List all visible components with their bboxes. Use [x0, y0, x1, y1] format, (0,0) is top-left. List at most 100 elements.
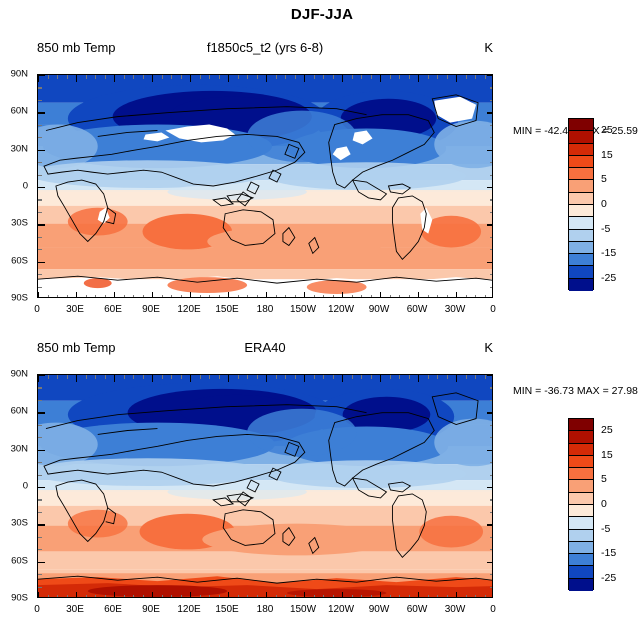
x-axis-tick-label: 60W — [406, 604, 428, 615]
x-axis-minor-tick — [247, 295, 249, 297]
colorbar-band — [569, 529, 593, 542]
x-axis-minor-tick — [446, 595, 448, 597]
y-axis-minor-tick — [490, 249, 492, 251]
x-axis-minor-tick — [237, 75, 239, 79]
colorbar-tick-label: 15 — [601, 448, 613, 461]
x-axis-labels: 0 30E 60E 90E 120E 150E 180 150W 120W 90W 60W 30W 0 — [34, 602, 496, 622]
x-axis-minor-tick — [389, 75, 391, 79]
x-axis-tick — [418, 292, 420, 297]
x-axis-minor-tick — [180, 295, 182, 297]
y-axis-minor-tick — [490, 511, 492, 514]
colorbar-tick-label: 25 — [601, 424, 613, 437]
x-axis-minor-tick — [351, 595, 353, 597]
x-axis-minor-tick — [256, 295, 258, 297]
colorbar-band — [569, 468, 593, 481]
y-axis-minor-tick — [490, 474, 492, 476]
x-axis-minor-tick — [209, 295, 211, 297]
x-axis-minor-tick — [275, 75, 277, 79]
x-axis-minor-tick — [171, 75, 173, 79]
x-axis-minor-tick — [294, 595, 296, 597]
map-plot-area[interactable] — [37, 74, 493, 298]
y-axis-tick-label: 60S — [11, 555, 28, 567]
y-axis-minor-tick — [490, 399, 492, 402]
colorbar-band — [569, 266, 593, 279]
y-axis-minor-tick — [38, 162, 42, 164]
x-axis-tick — [38, 375, 40, 382]
y-axis-tick-label: 30N — [10, 143, 28, 155]
x-axis-minor-tick — [123, 595, 125, 597]
x-axis-minor-tick — [389, 595, 391, 597]
y-axis-tick — [487, 375, 492, 377]
colorbar-band — [569, 143, 593, 156]
colorbar-band — [569, 192, 593, 205]
x-axis-tick — [190, 592, 192, 597]
x-axis-tick-label: 150W — [289, 304, 317, 315]
y-axis-tick-label: 90S — [11, 292, 28, 304]
x-axis-tick — [190, 292, 192, 297]
y-axis-minor-tick — [38, 511, 42, 514]
x-axis-minor-tick — [389, 375, 391, 379]
x-axis-minor-tick — [161, 295, 163, 297]
x-axis-tick-label: 90W — [368, 604, 390, 615]
x-axis-tick — [380, 292, 382, 297]
x-axis-tick-label: 0 — [34, 604, 40, 615]
x-axis-minor-tick — [104, 595, 106, 597]
y-axis-minor-tick — [490, 87, 492, 89]
x-axis-minor-tick — [133, 595, 135, 597]
x-axis-minor-tick — [427, 295, 429, 297]
y-axis-tick — [487, 112, 492, 114]
x-axis-minor-tick — [171, 375, 173, 379]
x-axis-minor-tick — [66, 595, 68, 597]
colorbar[interactable] — [568, 118, 594, 291]
x-axis-minor-tick — [351, 75, 353, 79]
x-axis-tick — [228, 292, 230, 297]
x-axis-minor-tick — [332, 75, 334, 79]
x-axis-minor-tick — [437, 75, 439, 79]
x-axis-tick — [418, 375, 420, 382]
y-axis-minor-tick — [490, 499, 492, 501]
x-axis-minor-tick — [85, 375, 87, 379]
y-axis-minor-tick — [38, 124, 42, 126]
x-axis-minor-tick — [171, 595, 173, 597]
colorbar-band — [569, 131, 593, 144]
colorbar[interactable] — [568, 418, 594, 591]
y-axis-tick — [487, 412, 492, 414]
x-axis-labels: 0 30E 60E 90E 120E 150E 180 150W 120W 90W 60W 30W 0 — [34, 302, 496, 322]
y-axis-tick — [487, 261, 492, 264]
colorbar-band — [569, 168, 593, 181]
x-axis-minor-tick — [57, 75, 59, 79]
x-axis-minor-tick — [323, 295, 325, 297]
x-axis-minor-tick — [323, 75, 325, 79]
y-axis-minor-tick — [38, 87, 42, 89]
x-axis-tick — [304, 292, 306, 297]
y-axis-minor-tick — [38, 387, 42, 389]
y-axis-minor-tick — [38, 211, 42, 214]
colorbar-band — [569, 431, 593, 444]
x-axis-minor-tick — [209, 375, 211, 379]
x-axis-minor-tick — [332, 295, 334, 297]
y-axis-tick — [487, 224, 492, 226]
panel-model: 850 mb Temp f1850c5_t2 (yrs 6-8) K 90N 60… — [0, 40, 644, 335]
x-axis-minor-tick — [161, 75, 163, 79]
x-axis-minor-tick — [218, 375, 220, 379]
y-axis-tick-label: 30S — [11, 517, 28, 529]
x-axis-minor-tick — [95, 595, 97, 597]
y-axis-tick — [38, 561, 45, 564]
x-axis-tick — [76, 75, 78, 82]
x-axis-minor-tick — [313, 595, 315, 597]
map-plot-area[interactable] — [37, 374, 493, 598]
x-axis-tick — [190, 75, 192, 82]
x-axis-minor-tick — [57, 375, 59, 379]
y-axis-minor-tick — [490, 286, 492, 288]
y-axis-tick — [38, 112, 45, 114]
x-axis-tick — [152, 592, 154, 597]
x-axis-minor-tick — [47, 375, 49, 379]
x-axis-tick — [76, 292, 78, 297]
x-axis-tick-label: 90W — [368, 304, 390, 315]
x-axis-minor-tick — [427, 375, 429, 379]
colorbar-tick-label: -15 — [601, 247, 617, 260]
colorbar-tick-label: 25 — [601, 124, 613, 137]
x-axis-minor-tick — [247, 375, 249, 379]
y-axis-tick-label: 90N — [10, 368, 28, 380]
